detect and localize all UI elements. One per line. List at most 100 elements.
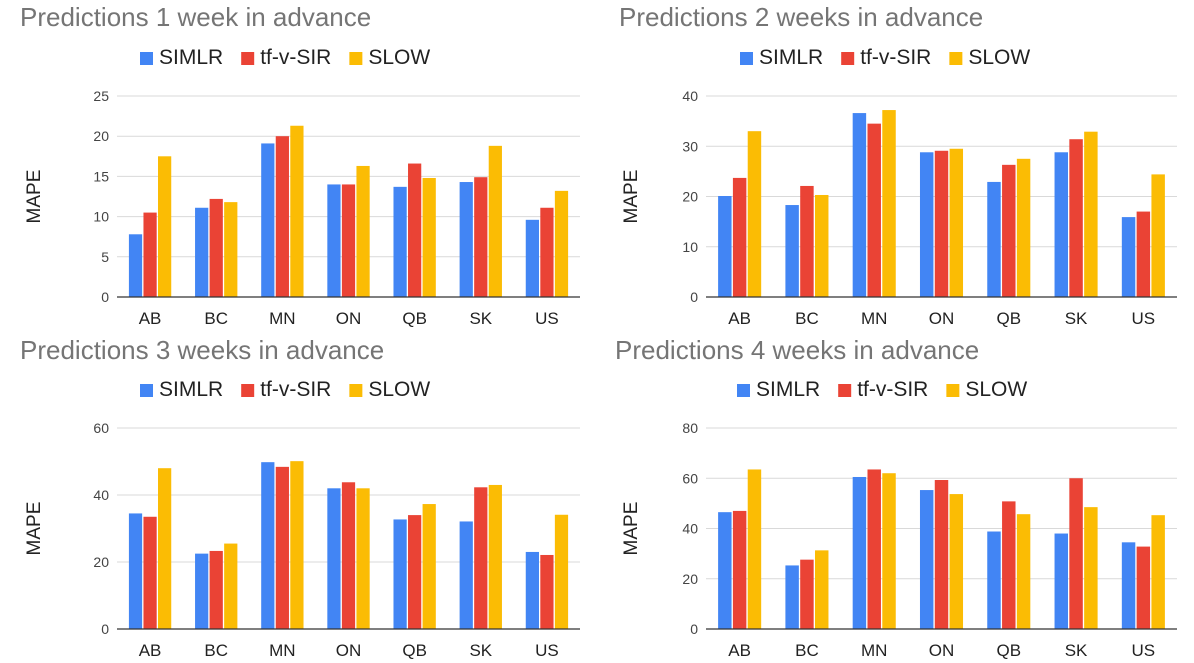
bar-tf-v-sir-sk	[474, 177, 488, 297]
chart-title: Predictions 3 weeks in advance	[20, 335, 384, 365]
x-tick-label-mn: MN	[269, 641, 295, 660]
chart-panel-4: Predictions 4 weeks in advance SIMLR tf-v-…	[597, 331, 1194, 663]
x-tick-label-ab: AB	[139, 309, 162, 328]
legend-label-slow: SLOW	[368, 46, 430, 69]
bar-tf-v-sir-sk	[474, 487, 488, 629]
bar-tf-v-sir-bc	[209, 198, 223, 297]
bar-simlr-mn	[261, 462, 275, 629]
bar-simlr-ab	[718, 512, 732, 629]
y-tick-label: 5	[101, 249, 109, 265]
bar-slow-bc	[224, 202, 238, 297]
y-tick-label: 0	[101, 289, 109, 305]
bar-slow-sk	[1084, 507, 1098, 629]
x-tick-label-us: US	[1132, 309, 1156, 328]
legend-swatch-simlr	[140, 384, 153, 397]
bar-simlr-bc	[195, 207, 209, 297]
y-tick-label: 60	[93, 420, 109, 436]
bar-slow-mn	[882, 473, 896, 629]
bar-simlr-mn	[852, 113, 867, 297]
bar-simlr-sk	[1054, 152, 1068, 297]
y-tick-label: 25	[93, 88, 109, 104]
chart-panel-2: Predictions 2 weeks in advance SIMLR tf-v-…	[597, 0, 1194, 331]
bar-simlr-on	[327, 488, 341, 629]
bar-tf-v-sir-mn	[867, 469, 881, 629]
y-tick-label: 60	[682, 470, 698, 486]
y-axis-label: MAPE	[24, 502, 45, 556]
legend-swatch-tf-v-sir	[241, 52, 255, 65]
y-tick-label: 0	[690, 289, 698, 305]
bar-tf-v-sir-qb	[408, 163, 422, 297]
bar-slow-on	[949, 148, 964, 297]
bar-slow-us	[554, 190, 569, 297]
bar-simlr-on	[919, 152, 934, 297]
bar-slow-ab	[747, 131, 762, 297]
y-tick-label: 20	[682, 189, 698, 205]
bar-slow-qb	[1016, 158, 1031, 297]
x-tick-label-us: US	[535, 309, 559, 328]
bar-simlr-qb	[393, 519, 407, 629]
bar-slow-on	[949, 494, 964, 629]
bar-tf-v-sir-us	[540, 207, 554, 297]
bar-tf-v-sir-qb	[1002, 164, 1016, 297]
bar-slow-bc	[815, 550, 829, 629]
bar-simlr-ab	[128, 234, 143, 297]
bar-slow-ab	[747, 469, 762, 629]
chart-title: Predictions 2 weeks in advance	[619, 2, 983, 32]
bar-slow-mn	[290, 125, 304, 297]
bar-slow-bc	[815, 194, 829, 297]
y-tick-label: 20	[93, 128, 109, 144]
legend-swatch-slow	[349, 52, 363, 65]
bar-tf-v-sir-bc	[209, 550, 223, 629]
bar-tf-v-sir-mn	[867, 123, 881, 297]
bar-tf-v-sir-us	[1136, 211, 1151, 297]
y-tick-label: 40	[682, 521, 698, 537]
legend-swatch-slow	[946, 384, 960, 397]
bar-tf-v-sir-us	[540, 554, 554, 629]
bar-simlr-bc	[195, 553, 209, 630]
y-tick-label: 40	[682, 88, 698, 104]
legend-label-tf-v-sir: tf-v-SIR	[857, 378, 928, 401]
bar-slow-sk	[488, 145, 502, 297]
bar-tf-v-sir-ab	[143, 516, 157, 629]
legend-label-slow: SLOW	[965, 378, 1027, 401]
x-tick-label-mn: MN	[861, 309, 887, 328]
legend-swatch-tf-v-sir	[241, 384, 255, 397]
legend-swatch-slow	[949, 52, 963, 65]
bar-tf-v-sir-mn	[275, 136, 289, 297]
y-tick-label: 10	[93, 209, 109, 225]
bar-simlr-us	[1121, 217, 1136, 297]
bar-simlr-bc	[785, 205, 799, 297]
legend-label-simlr: SIMLR	[756, 378, 820, 401]
bar-slow-mn	[290, 461, 304, 629]
y-axis-label: MAPE	[621, 170, 642, 224]
bar-simlr-sk	[1054, 533, 1068, 629]
bar-simlr-on	[919, 490, 934, 629]
bar-simlr-sk	[459, 182, 473, 297]
legend-swatch-simlr	[740, 52, 753, 65]
bar-tf-v-sir-sk	[1069, 478, 1083, 629]
x-tick-label-qb: QB	[997, 309, 1022, 328]
legend-swatch-simlr	[140, 52, 153, 65]
y-tick-label: 40	[93, 487, 109, 503]
bar-tf-v-sir-on	[934, 150, 949, 297]
y-tick-label: 0	[101, 621, 109, 637]
x-tick-label-bc: BC	[795, 641, 819, 660]
bar-tf-v-sir-sk	[1069, 139, 1083, 297]
y-tick-label: 20	[682, 571, 698, 587]
x-tick-label-qb: QB	[402, 641, 427, 660]
x-tick-label-sk: SK	[469, 641, 492, 660]
x-tick-label-qb: QB	[402, 309, 427, 328]
bar-slow-ab	[158, 468, 172, 629]
bar-slow-on	[356, 165, 370, 297]
legend-swatch-slow	[349, 384, 363, 397]
bar-slow-bc	[224, 543, 238, 629]
legend-label-tf-v-sir: tf-v-SIR	[860, 46, 931, 69]
y-tick-label: 0	[690, 621, 698, 637]
x-tick-label-sk: SK	[1065, 641, 1088, 660]
chart-1week: Predictions 1 week in advance SIMLR tf-v-S…	[20, 2, 580, 328]
bar-slow-qb	[422, 504, 436, 629]
x-tick-label-us: US	[1132, 641, 1156, 660]
x-tick-label-ab: AB	[728, 641, 751, 660]
x-tick-label-sk: SK	[1065, 309, 1088, 328]
y-tick-label: 15	[93, 168, 109, 184]
